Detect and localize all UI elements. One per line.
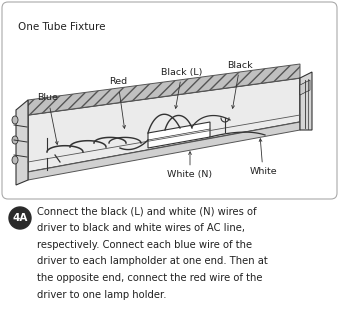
Text: 4A: 4A (12, 213, 28, 223)
Text: Black (L): Black (L) (161, 68, 203, 108)
Text: driver to each lampholder at one end. Then at: driver to each lampholder at one end. Th… (37, 256, 268, 267)
Text: driver to one lamp holder.: driver to one lamp holder. (37, 289, 166, 300)
Polygon shape (16, 100, 28, 185)
Text: One Tube Fixture: One Tube Fixture (18, 22, 105, 32)
Text: respectively. Connect each blue wire of the: respectively. Connect each blue wire of … (37, 240, 252, 250)
Text: White (N): White (N) (167, 152, 213, 179)
Ellipse shape (12, 116, 18, 124)
FancyBboxPatch shape (2, 2, 337, 199)
Text: Black: Black (227, 61, 253, 108)
Text: the opposite end, connect the red wire of the: the opposite end, connect the red wire o… (37, 273, 262, 283)
Polygon shape (28, 64, 300, 115)
Text: driver to black and white wires of AC line,: driver to black and white wires of AC li… (37, 223, 245, 234)
Text: White: White (249, 139, 277, 177)
Ellipse shape (12, 136, 18, 144)
Polygon shape (300, 72, 312, 130)
Text: Red: Red (109, 77, 127, 128)
Polygon shape (28, 78, 300, 172)
Ellipse shape (12, 156, 18, 164)
Text: Blue: Blue (38, 94, 58, 144)
Text: Connect the black (L) and white (N) wires of: Connect the black (L) and white (N) wire… (37, 207, 257, 217)
Circle shape (9, 207, 31, 229)
Polygon shape (148, 122, 210, 148)
Polygon shape (300, 80, 310, 95)
Polygon shape (28, 122, 300, 180)
